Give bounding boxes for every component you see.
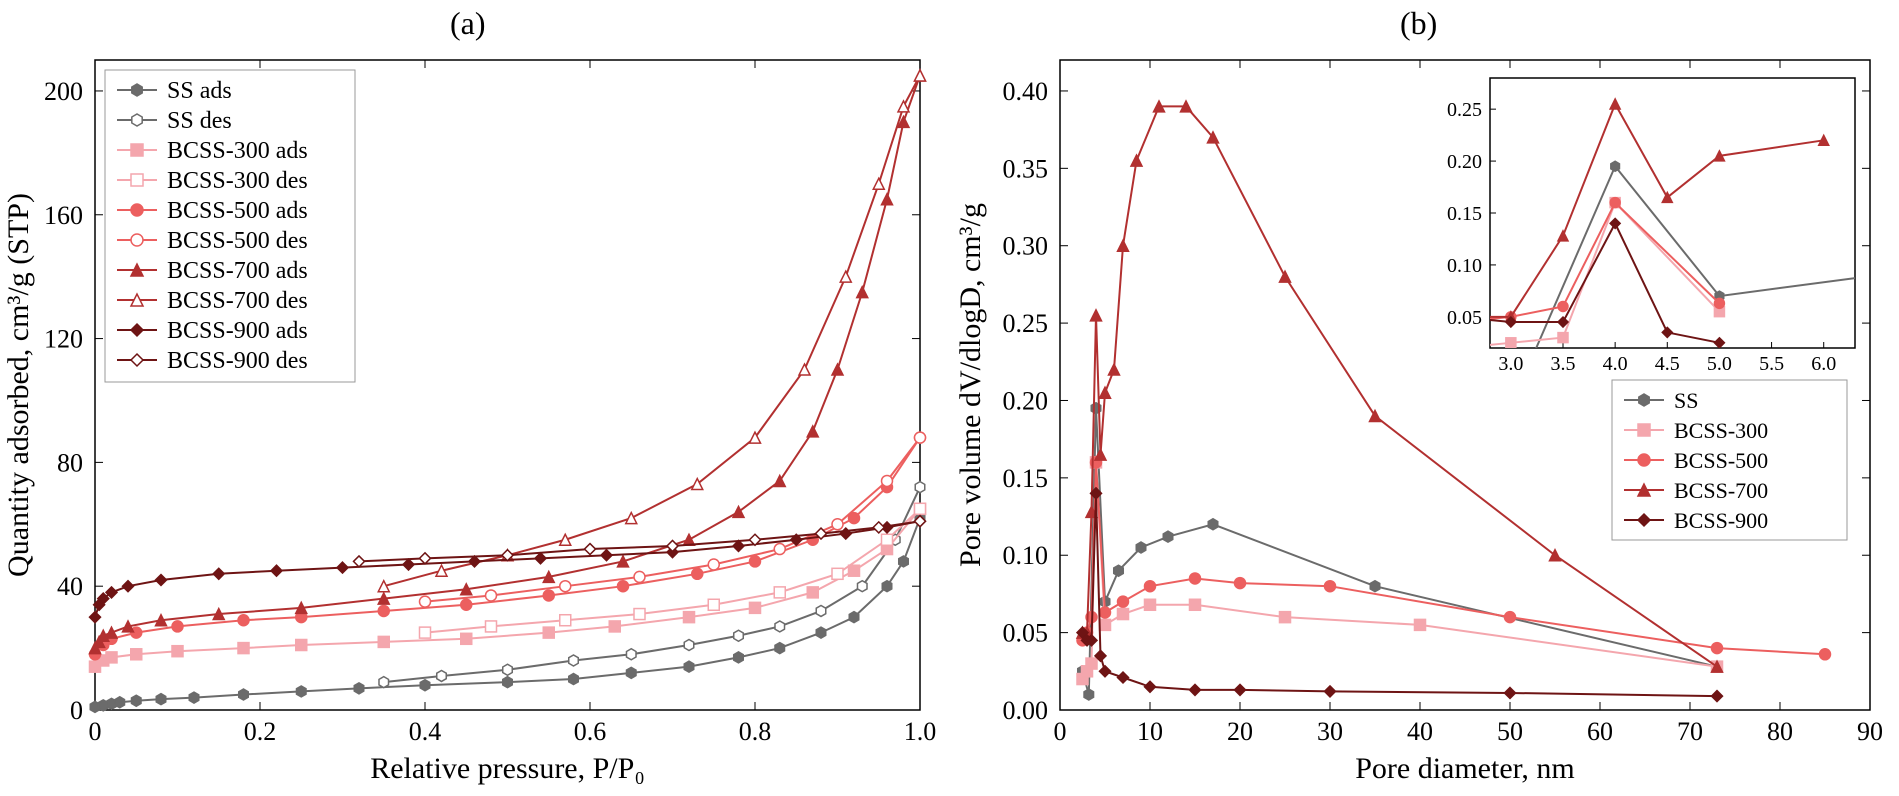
svg-text:50: 50 xyxy=(1497,717,1523,746)
svg-text:BCSS-900 ads: BCSS-900 ads xyxy=(167,318,308,344)
svg-text:0.15: 0.15 xyxy=(1003,464,1049,493)
svg-text:0.20: 0.20 xyxy=(1003,386,1049,415)
svg-text:BCSS-900: BCSS-900 xyxy=(1674,508,1768,533)
svg-text:BCSS-700 ads: BCSS-700 ads xyxy=(167,258,308,284)
svg-text:0.15: 0.15 xyxy=(1447,203,1482,225)
svg-text:SS: SS xyxy=(1674,388,1698,413)
svg-text:3.0: 3.0 xyxy=(1498,353,1523,375)
isotherm-plot: 0 0.2 0.4 0.6 0.8 1.0 Relative pressure, P/P₀ 0… xyxy=(0,40,950,795)
svg-text:10: 10 xyxy=(1137,717,1163,746)
svg-text:5.0: 5.0 xyxy=(1707,353,1732,375)
svg-text:4.5: 4.5 xyxy=(1655,353,1680,375)
svg-text:0.6: 0.6 xyxy=(574,717,607,746)
svg-text:0.8: 0.8 xyxy=(739,717,772,746)
svg-text:3.5: 3.5 xyxy=(1551,353,1576,375)
svg-text:120: 120 xyxy=(44,325,83,354)
svg-text:0.40: 0.40 xyxy=(1003,77,1049,106)
svg-text:4.0: 4.0 xyxy=(1603,353,1628,375)
svg-text:40: 40 xyxy=(1407,717,1433,746)
svg-text:0.25: 0.25 xyxy=(1447,99,1482,121)
svg-text:70: 70 xyxy=(1677,717,1703,746)
svg-text:BCSS-700 des: BCSS-700 des xyxy=(167,288,308,314)
svg-text:SS des: SS des xyxy=(167,108,232,134)
svg-text:0.4: 0.4 xyxy=(409,717,442,746)
svg-text:60: 60 xyxy=(1587,717,1613,746)
svg-text:Relative pressure, P/P₀: Relative pressure, P/P₀ xyxy=(370,752,645,785)
svg-text:BCSS-500 des: BCSS-500 des xyxy=(167,228,308,254)
svg-text:Pore volume dV/dlogD, cm³/g: Pore volume dV/dlogD, cm³/g xyxy=(954,203,987,567)
svg-text:5.5: 5.5 xyxy=(1759,353,1784,375)
svg-text:0.2: 0.2 xyxy=(244,717,277,746)
svg-text:0.25: 0.25 xyxy=(1003,309,1049,338)
svg-text:Pore diameter, nm: Pore diameter, nm xyxy=(1355,752,1575,785)
svg-text:Quantity adsorbed, cm³/g (STP): Quantity adsorbed, cm³/g (STP) xyxy=(2,193,35,577)
svg-text:0.05: 0.05 xyxy=(1447,307,1482,329)
svg-text:80: 80 xyxy=(57,448,83,477)
svg-text:1.0: 1.0 xyxy=(904,717,937,746)
svg-text:20: 20 xyxy=(1227,717,1253,746)
svg-text:0: 0 xyxy=(89,717,102,746)
svg-text:BCSS-300 des: BCSS-300 des xyxy=(167,168,308,194)
svg-text:BCSS-300 ads: BCSS-300 ads xyxy=(167,138,308,164)
svg-text:0.05: 0.05 xyxy=(1003,619,1049,648)
svg-text:BCSS-700: BCSS-700 xyxy=(1674,478,1768,503)
svg-text:0.10: 0.10 xyxy=(1447,255,1482,277)
svg-text:BCSS-500: BCSS-500 xyxy=(1674,448,1768,473)
panel-a-label: (a) xyxy=(450,5,486,42)
svg-text:6.0: 6.0 xyxy=(1811,353,1836,375)
svg-text:0.00: 0.00 xyxy=(1003,696,1049,725)
svg-text:0.30: 0.30 xyxy=(1003,232,1049,261)
svg-text:BCSS-500 ads: BCSS-500 ads xyxy=(167,198,308,224)
svg-text:0: 0 xyxy=(1054,717,1067,746)
svg-text:0: 0 xyxy=(70,696,83,725)
svg-text:0.20: 0.20 xyxy=(1447,151,1482,173)
svg-text:SS ads: SS ads xyxy=(167,78,232,104)
svg-text:40: 40 xyxy=(57,572,83,601)
svg-text:80: 80 xyxy=(1767,717,1793,746)
svg-text:0.35: 0.35 xyxy=(1003,154,1049,183)
svg-text:200: 200 xyxy=(44,77,83,106)
svg-text:30: 30 xyxy=(1317,717,1343,746)
pore-distribution-plot: 0 10 20 30 40 50 60 70 80 90 Pore diameter, nm 0.00… xyxy=(950,40,1899,795)
svg-text:BCSS-900 des: BCSS-900 des xyxy=(167,348,308,374)
svg-text:90: 90 xyxy=(1857,717,1883,746)
svg-text:BCSS-300: BCSS-300 xyxy=(1674,418,1768,443)
svg-text:160: 160 xyxy=(44,201,83,230)
svg-text:0.10: 0.10 xyxy=(1003,541,1049,570)
panel-b-label: (b) xyxy=(1400,5,1437,42)
